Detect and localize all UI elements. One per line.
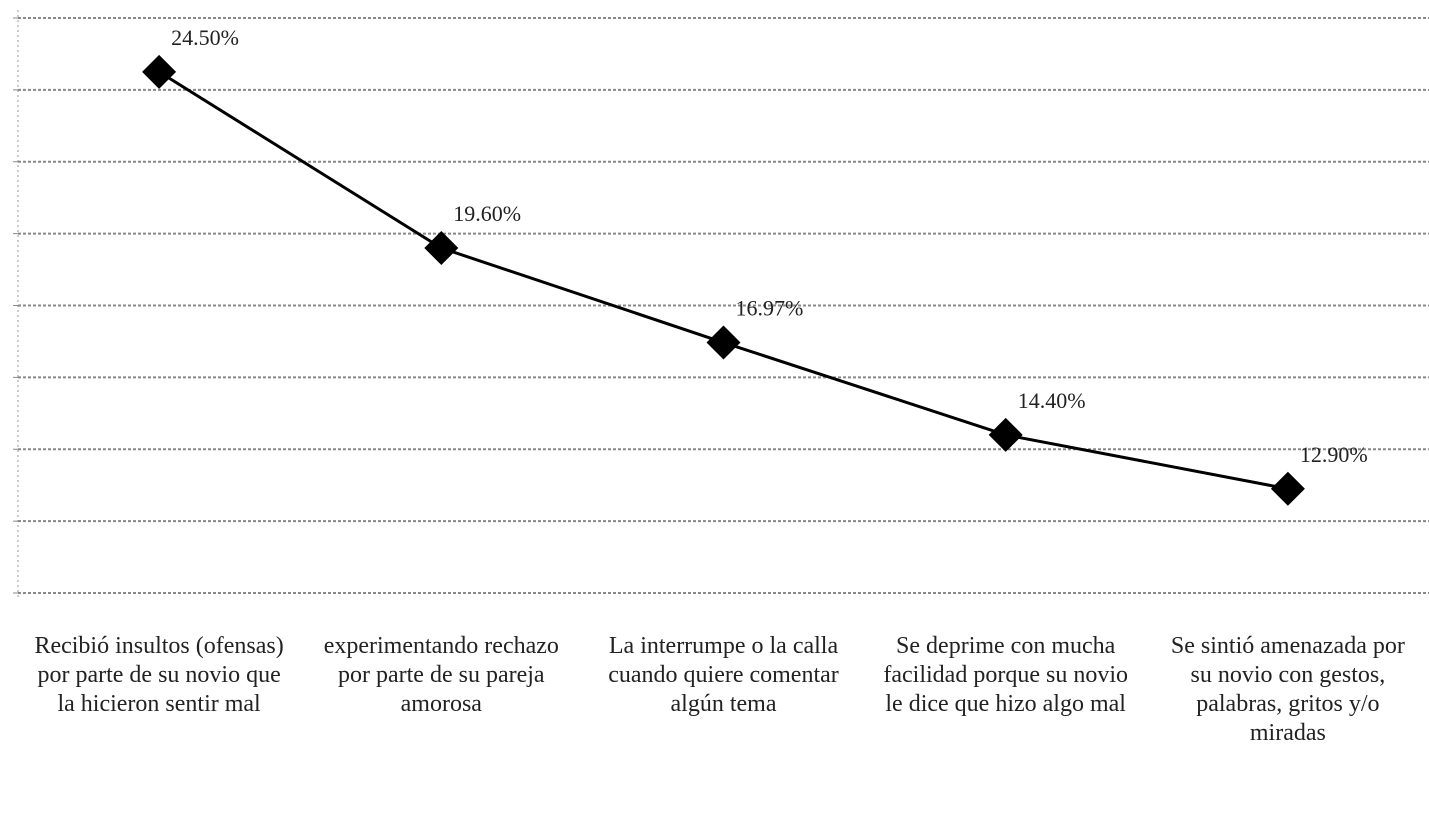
x-tick-label: Se sintió amenazada por su novio con ges… — [1170, 633, 1405, 746]
chart: 24.50% 19.60% 16.97% 14.40% 12.90% — [13, 10, 1429, 600]
x-tick-label: Se deprime con mucha facilidad porque su… — [883, 633, 1128, 717]
marker — [1270, 471, 1305, 506]
x-tick-label: Recibió insultos (ofensas) por parte de … — [34, 633, 284, 717]
data-label: 14.40% — [1018, 388, 1086, 413]
data-label: 19.60% — [453, 201, 521, 226]
marker — [142, 54, 177, 89]
data-label: 12.90% — [1300, 442, 1368, 467]
x-tick-label: experimentando rechazo por parte de su p… — [323, 633, 559, 717]
marker — [706, 325, 741, 360]
data-label: 24.50% — [171, 25, 239, 50]
x-tick-label: La interrumpe o la calla cuando quiere c… — [608, 633, 839, 717]
data-label: 16.97% — [736, 296, 804, 321]
marker — [424, 231, 459, 265]
line — [158, 70, 1289, 491]
marker — [988, 417, 1023, 452]
